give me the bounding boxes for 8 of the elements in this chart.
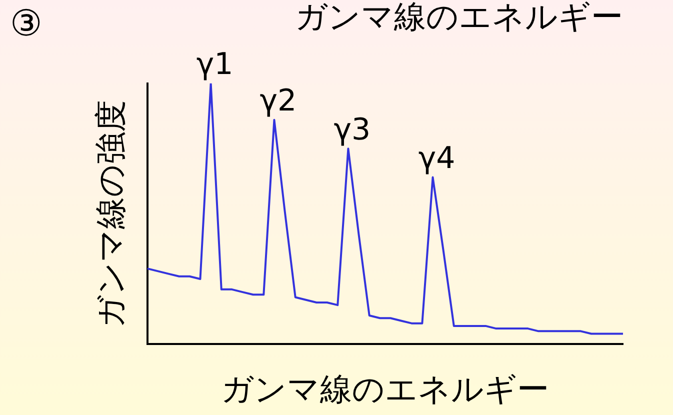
text: γ1: [196, 47, 234, 82]
annotation: γ4: [418, 141, 456, 176]
annotation: γ3: [334, 112, 371, 148]
y-axis-title: ガンマ線の強度: [92, 100, 130, 328]
x-axis-title: ガンマ線のエネルギー: [221, 370, 550, 408]
chart-title: ガンマ線のエネルギー: [295, 0, 623, 36]
text: ③: [10, 3, 42, 44]
annotation: γ2: [260, 84, 297, 119]
